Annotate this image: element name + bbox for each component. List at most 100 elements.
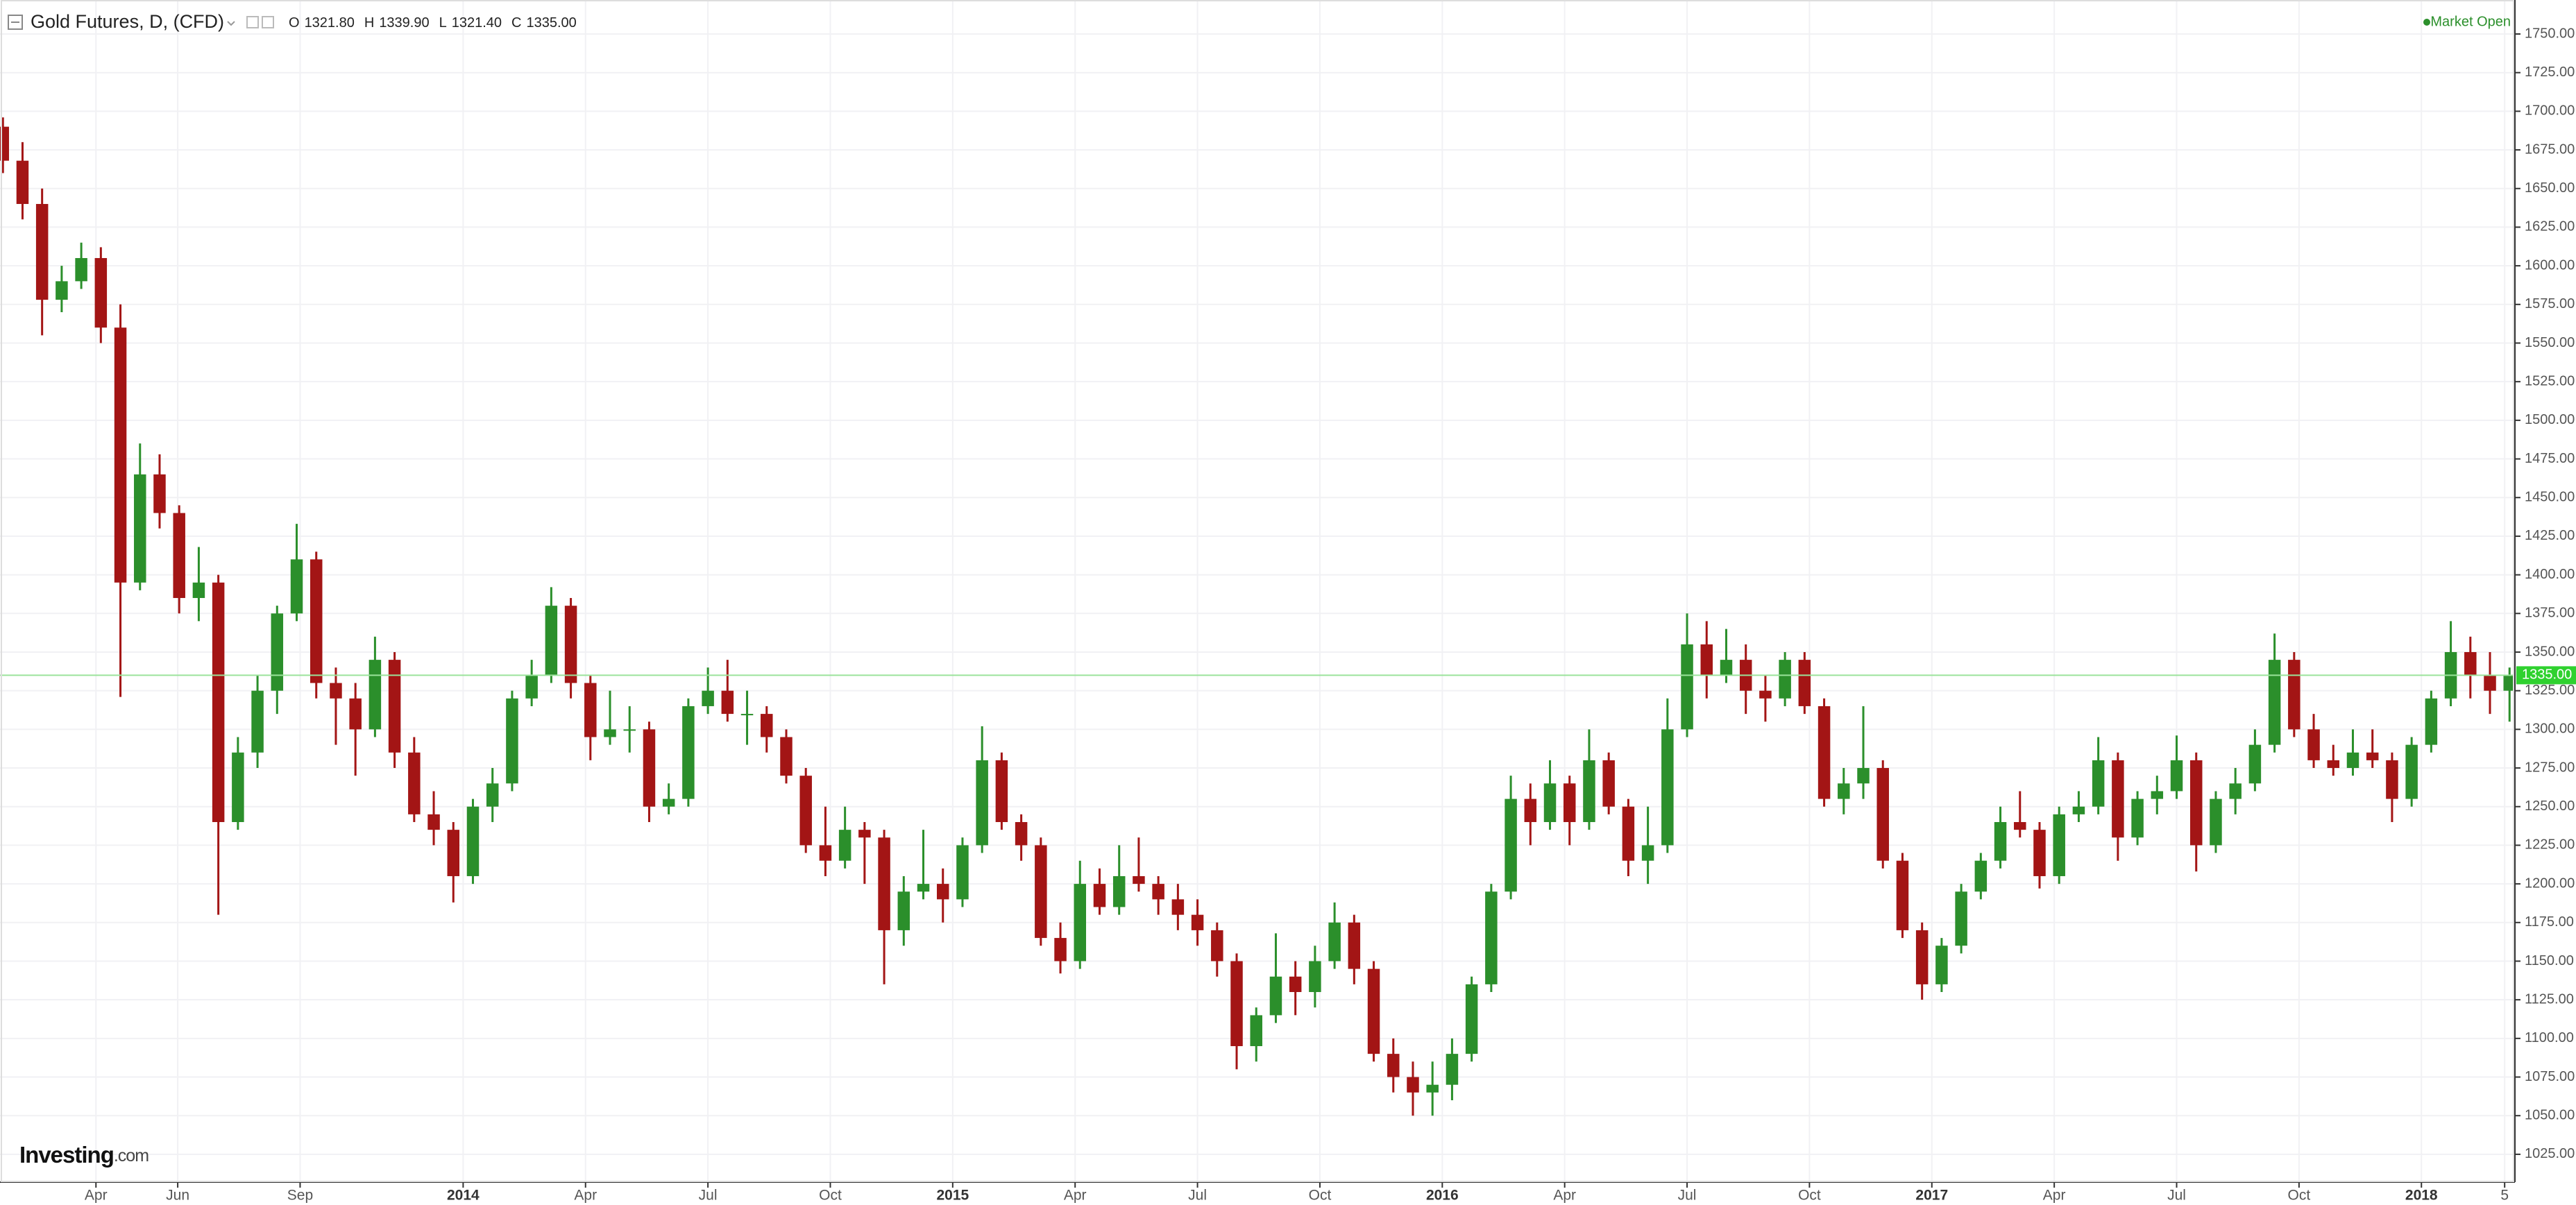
y-tick-label: 1500.00 (2525, 412, 2575, 427)
quote-value: 1321.40 (452, 15, 502, 31)
candle-body (1563, 783, 1576, 823)
candle-body (75, 257, 87, 282)
candle-body (1661, 729, 1674, 846)
candle-body (368, 660, 382, 730)
y-tick-label: 1525.00 (2525, 373, 2575, 388)
candle-body (897, 891, 910, 930)
brand-name: Investing (19, 1142, 114, 1168)
x-tick-label: Apr (2043, 1188, 2066, 1204)
candle-body (1269, 976, 1282, 1016)
quote-key: H (364, 15, 374, 31)
y-tick-label: 1050.00 (2525, 1108, 2575, 1123)
quote-value: 1321.80 (305, 15, 355, 31)
y-tick-label: 1150.00 (2525, 953, 2574, 968)
y-tick-label: 1425.00 (2525, 528, 2575, 543)
candle-body (1838, 783, 1850, 799)
x-tick-label: 2018 (2405, 1188, 2438, 1204)
last-price-label: 1335.00 (2522, 667, 2572, 683)
candle-body (995, 760, 1008, 823)
candle-body (0, 126, 9, 161)
x-tick-label: Jun (166, 1188, 189, 1204)
candle-body (1524, 798, 1537, 823)
y-tick-label: 1475.00 (2525, 451, 2575, 466)
brand-suffix: .com (114, 1146, 149, 1165)
candle-body (232, 752, 244, 823)
candle-body (251, 690, 264, 753)
candle-body (1446, 1054, 1459, 1085)
x-tick-label: Jul (2167, 1188, 2186, 1204)
settings-icon[interactable] (246, 16, 259, 28)
y-tick-label: 1100.00 (2525, 1030, 2574, 1045)
candle-body (2405, 744, 2418, 799)
candle-body (330, 683, 342, 699)
candle-body (1915, 930, 1929, 984)
candle-body (2503, 675, 2516, 691)
candle-body (1191, 914, 1204, 930)
candle-body (408, 752, 421, 814)
candle-body (662, 798, 675, 807)
candle-body (1543, 783, 1557, 823)
candle-body (16, 160, 29, 205)
candle-body (2092, 760, 2105, 807)
close-icon[interactable] (262, 16, 274, 28)
candle-body (819, 845, 832, 861)
candle-body (56, 281, 68, 300)
candle-body (2464, 651, 2477, 676)
y-tick-label: 1025.00 (2525, 1146, 2575, 1161)
candle-body (1015, 822, 1028, 846)
brand-logo: Investing.com (19, 1142, 149, 1168)
candle-body (1152, 884, 1164, 900)
x-tick-label: Sep (287, 1188, 313, 1204)
last-price-box (2516, 666, 2576, 685)
y-tick-label: 1200.00 (2525, 875, 2575, 891)
x-tick-label: Apr (1064, 1188, 1087, 1204)
candle-body (2386, 760, 2398, 799)
quote-key: O (289, 15, 300, 31)
candle-body (447, 830, 460, 876)
candle-body (1798, 660, 1811, 706)
candle-body (388, 660, 401, 753)
title-dropdown[interactable] (227, 21, 235, 26)
y-tick-label: 1325.00 (2525, 683, 2575, 698)
x-tick-label: Oct (1798, 1188, 1821, 1204)
candle-body (1994, 822, 2007, 861)
y-tick-label: 1225.00 (2525, 837, 2575, 853)
chart-title: Gold Futures, D, (CFD) (31, 11, 224, 32)
candle-body (1309, 961, 1321, 993)
candle-body (976, 760, 988, 846)
candle-body (858, 830, 871, 838)
candle-body (1289, 976, 1302, 993)
candle-body (917, 884, 930, 892)
candle-body (349, 698, 362, 730)
candle-body (134, 474, 146, 583)
candle-body (2346, 752, 2359, 769)
candle-body (1348, 922, 1361, 969)
quote-key: L (439, 15, 447, 31)
y-tick-label: 1750.00 (2525, 26, 2575, 41)
candle-body (153, 474, 166, 513)
candle-body (838, 830, 851, 861)
candle-body (584, 683, 597, 737)
y-tick-label: 1300.00 (2525, 721, 2575, 737)
y-tick-label: 1700.00 (2525, 103, 2575, 119)
candle-body (1720, 660, 1733, 676)
candle-body (1250, 1015, 1262, 1046)
quote-text: O 1321.80 H 1339.90 L 1321.40 C 1335.00 (289, 15, 577, 31)
candle-body (1485, 891, 1498, 984)
candle-body (192, 582, 205, 599)
candle-body (173, 513, 185, 599)
candle-body (1817, 706, 1831, 799)
candle-body (1622, 806, 1635, 861)
candle-body (1133, 875, 1145, 884)
candle-body (1328, 922, 1341, 962)
candle-body (2288, 660, 2300, 730)
candle-body (1759, 690, 1772, 699)
candle-body (721, 690, 734, 715)
candle-body (799, 776, 812, 846)
y-tick-label: 1075.00 (2525, 1069, 2575, 1084)
candles (0, 117, 2516, 1116)
candle-body (1035, 845, 1047, 939)
quote: O 1321.80 H 1339.90 L 1321.40 C 1335.00 (289, 15, 577, 31)
x-tick-label: Jul (699, 1188, 718, 1204)
